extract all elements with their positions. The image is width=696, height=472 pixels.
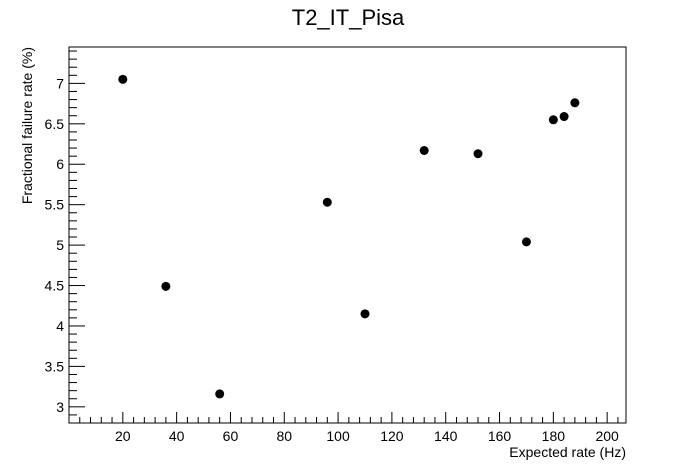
y-tick-label: 3 (56, 399, 64, 415)
x-tick-label: 100 (326, 428, 350, 444)
x-tick-label: 60 (223, 428, 239, 444)
x-tick-label: 40 (169, 428, 185, 444)
x-tick-label: 20 (115, 428, 131, 444)
x-tick-label: 80 (276, 428, 292, 444)
data-point (161, 281, 171, 291)
y-tick-label: 6.5 (45, 116, 65, 132)
x-tick-label: 140 (434, 428, 458, 444)
plot-frame (68, 46, 627, 424)
y-axis-ticks (69, 50, 85, 424)
x-axis-label: Expected rate (Hz) (509, 444, 626, 460)
x-tick-label: 160 (488, 428, 512, 444)
data-points (118, 74, 580, 399)
data-point (322, 197, 332, 207)
chart-title: T2_IT_Pisa (292, 5, 405, 30)
data-point (215, 389, 225, 399)
x-tick-label: 200 (595, 428, 619, 444)
x-axis-tick-labels: 20 40 60 80 100 120 140 160 180 200 (115, 428, 619, 444)
data-point (521, 237, 531, 247)
data-point (559, 112, 569, 122)
data-point (419, 146, 429, 156)
y-axis-label: Fractional failure rate (%) (19, 47, 35, 204)
y-axis-tick-labels: 3 3.5 4 4.5 5 5.5 6 6.5 7 (45, 75, 65, 414)
y-tick-label: 4 (56, 318, 64, 334)
y-tick-label: 3.5 (45, 358, 65, 374)
data-point (360, 309, 370, 319)
x-tick-label: 180 (542, 428, 566, 444)
data-point (548, 115, 558, 125)
x-tick-label: 120 (380, 428, 404, 444)
data-point (570, 98, 580, 108)
y-tick-label: 4.5 (45, 278, 65, 294)
y-tick-label: 5.5 (45, 197, 65, 213)
data-point (473, 149, 483, 159)
y-tick-label: 7 (56, 75, 64, 91)
data-point (118, 74, 128, 84)
y-tick-label: 6 (56, 156, 64, 172)
y-tick-label: 5 (56, 237, 64, 253)
x-axis-ticks (79, 412, 619, 423)
